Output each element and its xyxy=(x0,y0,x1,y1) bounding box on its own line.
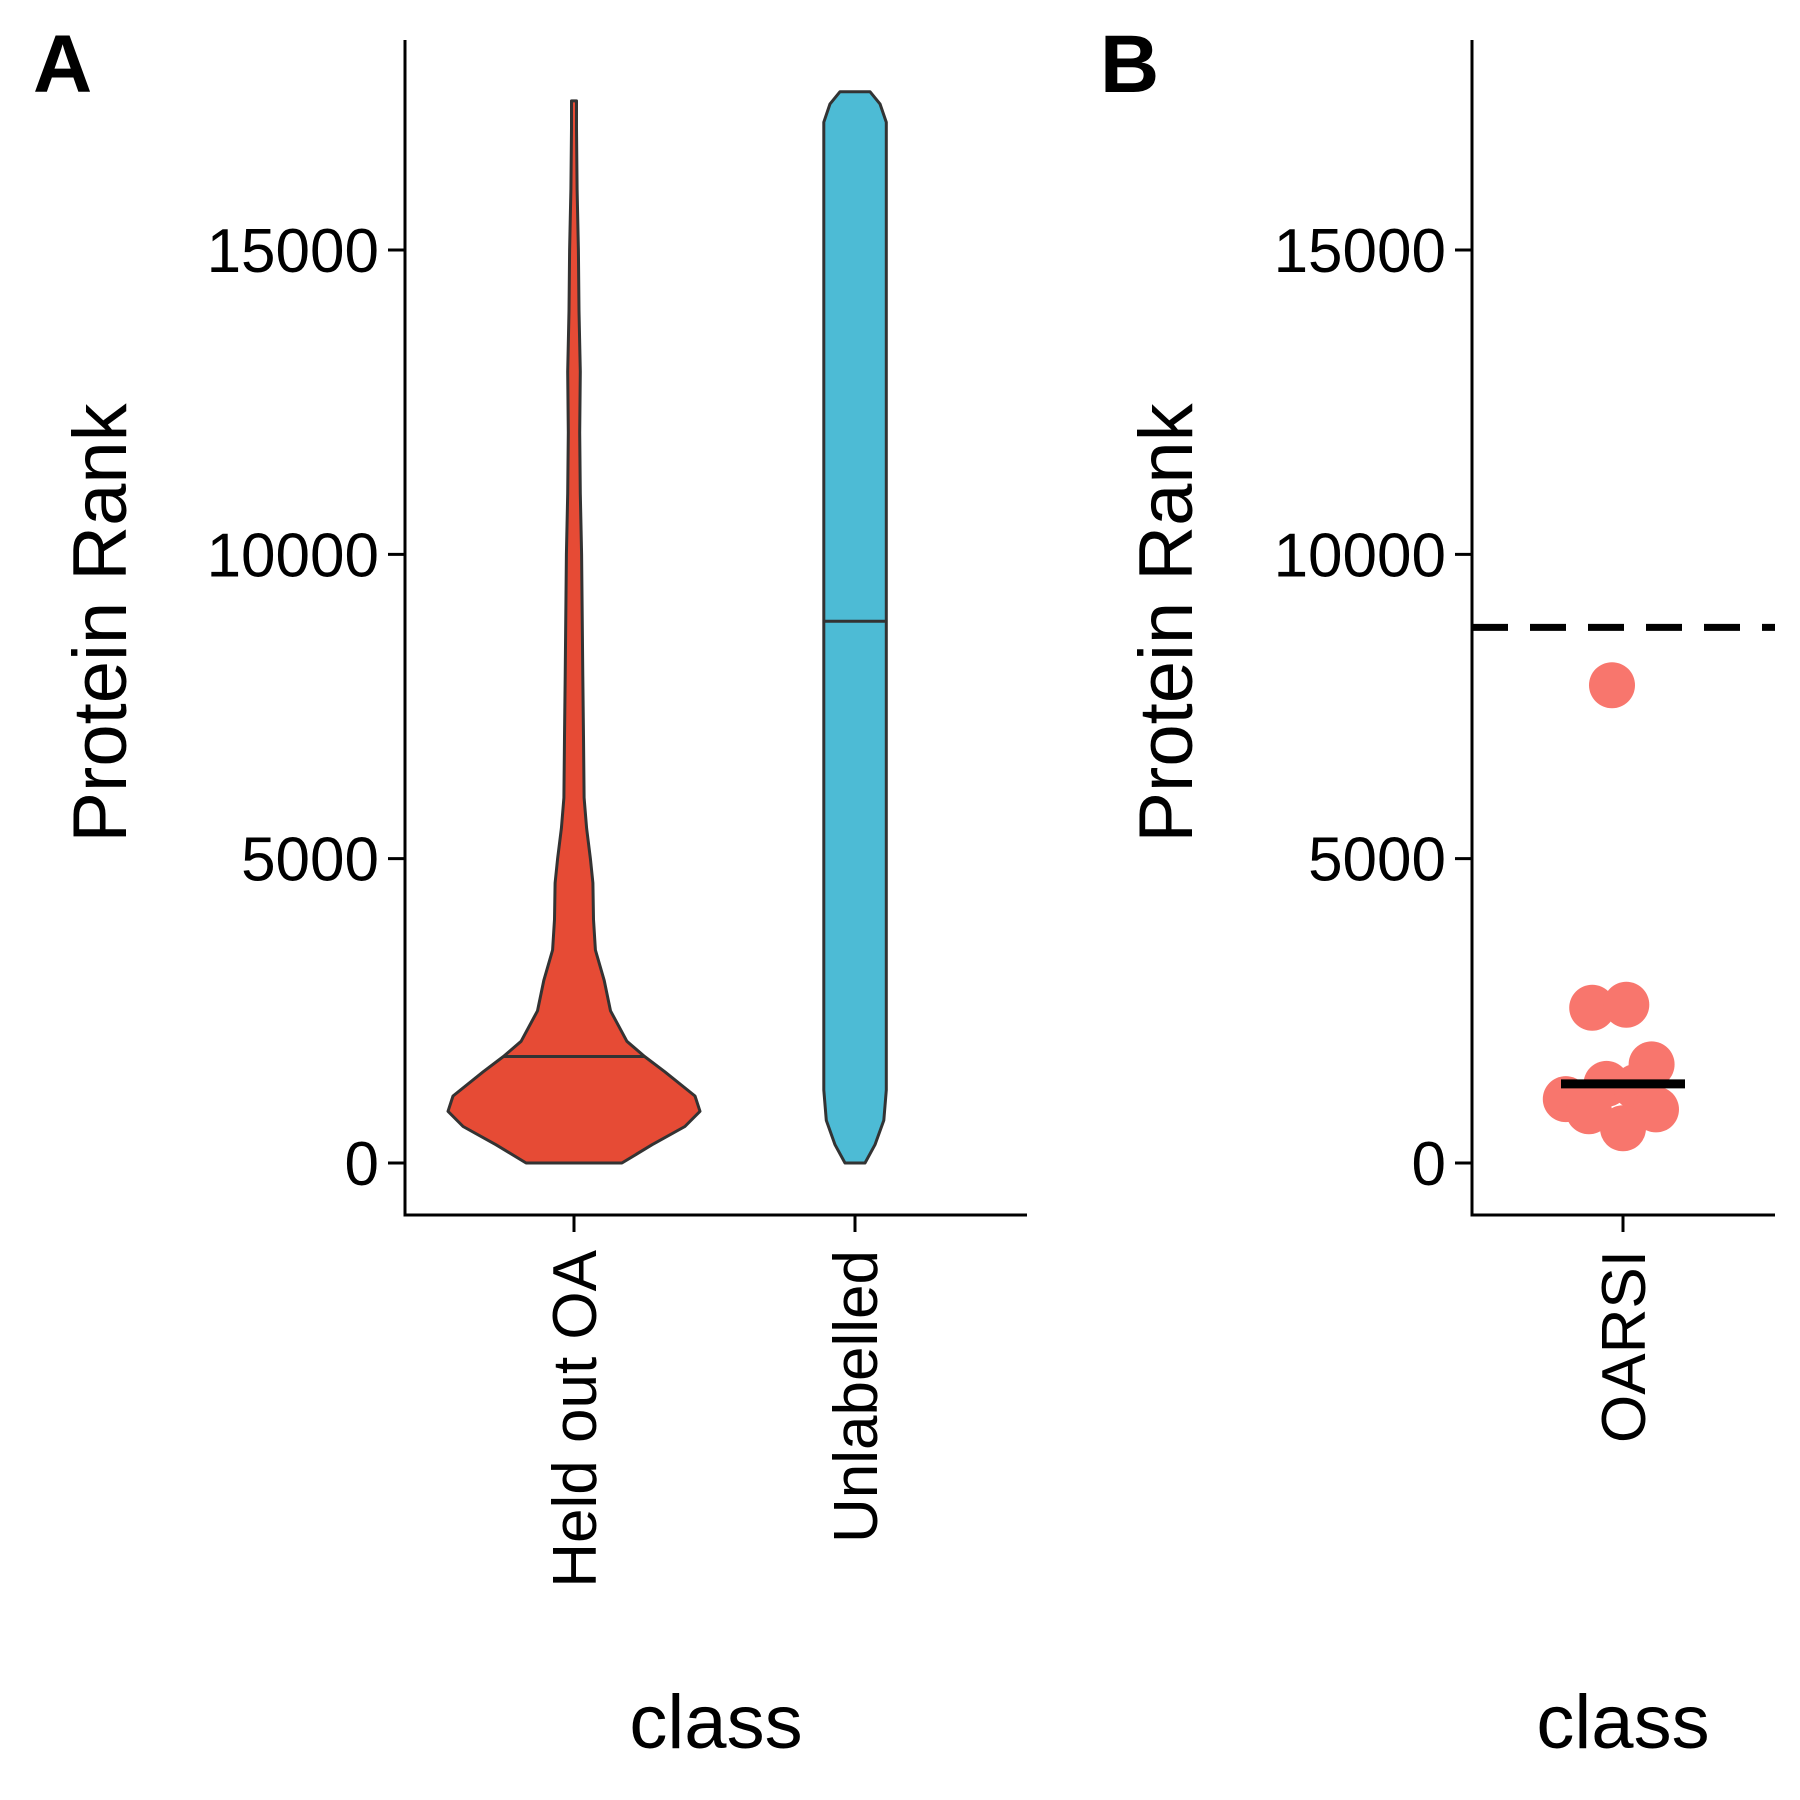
panel-a-x-tick-label: Held out OA xyxy=(541,1249,610,1587)
panel-a-letter: A xyxy=(33,19,92,110)
panel-0-y-tick-label: 10000 xyxy=(207,521,379,590)
panel-a-x-axis-ticks: Held out OA Unlabelled xyxy=(541,1215,891,1588)
panel-b-x-axis-title: class xyxy=(1536,1680,1709,1765)
panel-b-letter: B xyxy=(1100,19,1159,110)
panel-b: B 0 5000 10000 15000 Protein Rank OARSI cla… xyxy=(1100,19,1775,1765)
data-point xyxy=(1589,662,1635,709)
data-point xyxy=(1600,1105,1646,1152)
panel-1-y-tick-label: 10000 xyxy=(1274,521,1446,590)
panel-a-y-axis-ticks: 0 5000 10000 15000 xyxy=(207,217,405,1199)
data-point xyxy=(1603,981,1650,1028)
data-point xyxy=(1569,984,1616,1031)
panel-b-y-axis-title: Protein Rank xyxy=(1124,402,1209,842)
panel-0-y-tick-label: 15000 xyxy=(207,217,379,286)
panel-1-y-tick-label: 0 xyxy=(1412,1130,1446,1199)
violin-unlabelled xyxy=(822,90,888,1165)
panel-a-x-axis-title: class xyxy=(629,1680,802,1765)
panel-b-x-axis-ticks: OARSI xyxy=(1590,1215,1659,1443)
panel-1-y-tick-label: 15000 xyxy=(1274,217,1446,286)
panel-a-x-tick-label: Unlabelled xyxy=(822,1250,891,1543)
panel-0-y-tick-label: 0 xyxy=(345,1130,379,1199)
data-point xyxy=(1565,1088,1612,1135)
panel-a-violins xyxy=(446,90,888,1165)
panel-a: A 0 5000 10000 15000 Protein Rank Held out … xyxy=(33,19,1027,1765)
panel-0-y-tick-label: 5000 xyxy=(241,826,379,895)
panel-b-y-axis-ticks: 0 5000 10000 15000 xyxy=(1274,217,1472,1199)
panel-b-points xyxy=(1542,662,1679,1152)
panel-a-y-axis-title: Protein Rank xyxy=(58,402,143,842)
panel-b-x-tick-label: OARSI xyxy=(1590,1250,1659,1443)
violin-held-out-oa xyxy=(446,99,702,1165)
panel-1-y-tick-label: 5000 xyxy=(1308,826,1446,895)
